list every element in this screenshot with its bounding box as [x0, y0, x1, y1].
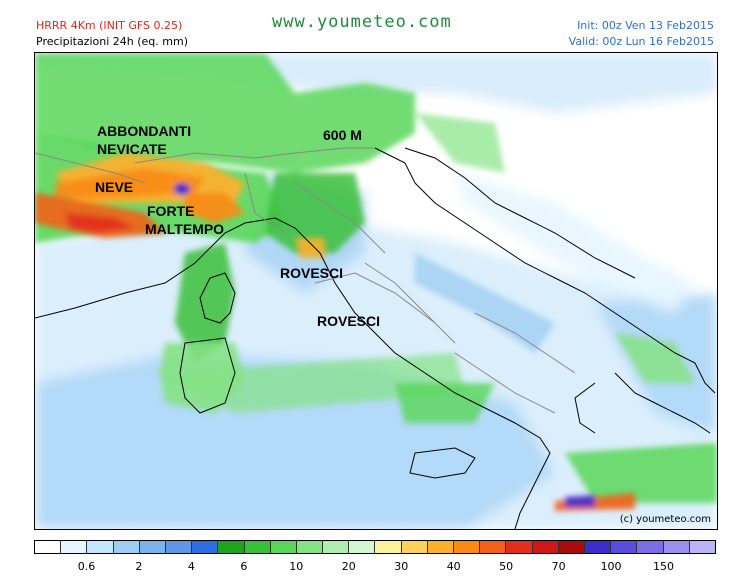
coastlines — [35, 147, 716, 529]
legend-swatch — [558, 541, 585, 553]
legend-swatch — [113, 541, 140, 553]
precipitation-map: ABBONDANTI NEVICATE NEVE FORTE MALTEMPO … — [34, 52, 718, 530]
label-600m: 600 M — [323, 127, 362, 143]
legend-tick-label: 20 — [341, 560, 356, 573]
site-url[interactable]: www.youmeteo.com — [272, 12, 452, 32]
legend-swatch — [165, 541, 193, 553]
legend-swatch — [349, 541, 376, 553]
legend-swatch — [323, 541, 350, 553]
legend-swatch — [637, 541, 664, 553]
legend-tick-label: 30 — [394, 560, 409, 573]
legend-tick-label: 100 — [600, 560, 622, 573]
legend-colorbar — [34, 540, 716, 554]
legend-tick-label: 6 — [240, 560, 248, 573]
legend-swatch — [244, 541, 271, 553]
legend-swatch — [61, 541, 88, 553]
label-nevicate: NEVICATE — [97, 141, 167, 157]
precip-heavy — [35, 153, 635, 511]
legend-swatch — [506, 541, 533, 553]
map-canvas — [35, 53, 717, 529]
legend-tick-label: 4 — [187, 560, 195, 573]
legend-swatch — [218, 541, 245, 553]
legend-swatch — [139, 541, 166, 553]
model-title: HRRR 4Km (INIT GFS 0.25) — [36, 19, 183, 32]
field-subtitle: Precipitazioni 24h (eq. mm) — [36, 35, 188, 48]
init-time: Init: 00z Ven 13 Feb2015 — [577, 19, 714, 32]
valid-time: Valid: 00z Lun 16 Feb2015 — [568, 35, 714, 48]
legend-tick-label: 40 — [446, 560, 461, 573]
legend-swatch — [454, 541, 481, 553]
label-maltempo: MALTEMPO — [145, 221, 225, 237]
legend-tick-label: 10 — [289, 560, 304, 573]
label-rovesci-2: ROVESCI — [317, 313, 381, 329]
legend-tick-label: 70 — [551, 560, 566, 573]
legend-tick-label: 2 — [135, 560, 143, 573]
legend-swatch — [296, 541, 324, 553]
legend-swatch — [35, 541, 62, 553]
legend-swatch — [480, 541, 507, 553]
legend-swatch — [532, 541, 559, 553]
legend-swatch — [663, 541, 690, 553]
label-rovesci-1: ROVESCI — [280, 265, 344, 281]
label-abbondanti: ABBONDANTI — [97, 123, 192, 139]
copyright: (c) youmeteo.com — [619, 514, 711, 525]
legend-tick-label: 0.6 — [77, 560, 96, 573]
region-borders — [35, 147, 576, 414]
label-neve: NEVE — [95, 179, 134, 195]
legend-swatch — [192, 541, 219, 553]
legend-ticks: 0.6 2 4 6 10 20 30 40 50 70 100 150 — [34, 560, 716, 574]
legend-swatch — [270, 541, 297, 553]
label-forte: FORTE — [147, 203, 195, 219]
legend-tick-label: 150 — [653, 560, 675, 573]
legend-tick-label: 50 — [499, 560, 514, 573]
legend-swatch — [87, 541, 114, 553]
legend-swatch — [375, 541, 402, 553]
legend-swatch — [427, 541, 454, 553]
legend-swatch — [401, 541, 428, 553]
legend-swatch — [689, 541, 715, 553]
legend-swatch — [611, 541, 638, 553]
legend-swatch — [584, 541, 612, 553]
